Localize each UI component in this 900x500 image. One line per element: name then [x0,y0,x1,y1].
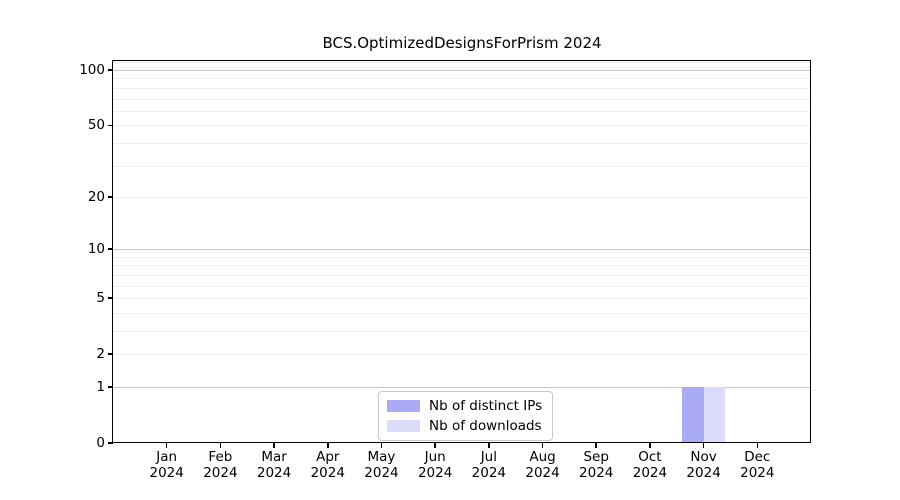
y-tick [108,297,113,299]
legend-item-downloads: Nb of downloads [387,418,542,434]
y-tick-label: 2 [96,346,105,363]
y-gridline-minor [113,142,811,144]
legend-item-distinct-ips: Nb of distinct IPs [387,398,542,414]
y-tick-label: 1 [96,378,105,395]
x-tick-label: Jan 2024 [149,449,184,481]
y-gridline-minor [113,274,811,276]
x-tick [488,443,490,448]
y-gridline-minor [113,196,811,198]
y-tick [108,124,113,127]
y-gridline-minor [113,78,811,80]
y-tick [108,353,113,355]
y-gridline-minor [113,62,811,64]
y-gridline-minor [113,298,811,300]
y-tick-label: 20 [87,188,105,205]
y-tick-label: 50 [87,117,105,134]
y-tick-label: 0 [96,435,105,451]
plot-area-border [112,60,811,443]
y-gridline-minor [113,330,811,332]
x-tick-label: Jul 2024 [471,449,507,481]
x-tick [595,443,597,448]
x-tick-label: Oct 2024 [632,449,668,481]
y-gridline-major [113,249,811,251]
x-tick-label: Feb 2024 [203,449,238,481]
x-tick [219,443,222,448]
y-tick [108,196,113,198]
x-tick-label: Sep 2024 [579,449,614,481]
x-tick [273,443,275,448]
x-tick [702,443,705,448]
y-gridline-minor [113,125,811,127]
y-tick-label: 10 [87,241,105,258]
y-gridline-minor [113,265,811,267]
y-gridline-minor [113,87,811,89]
y-tick-label: 5 [96,290,105,307]
chart-title: BCS.OptimizedDesignsForPrism 2024 [322,34,602,52]
x-tick [327,443,329,448]
y-tick [108,386,113,388]
legend: Nb of distinct IPs Nb of downloads [378,391,554,441]
legend-swatch-downloads [387,420,420,432]
y-gridline-major [113,386,811,388]
y-tick [108,442,113,444]
x-tick-label: Jun 2024 [417,449,453,481]
y-tick [108,248,113,250]
y-gridline-minor [113,312,811,314]
x-tick [756,443,759,448]
x-tick-label: Dec 2024 [740,449,775,481]
x-tick-label: Aug 2024 [525,449,560,481]
y-gridline-minor [113,98,811,100]
y-gridline-minor [113,110,811,112]
y-tick [108,69,113,71]
x-tick-label: Apr 2024 [310,449,345,481]
x-tick [649,443,651,448]
y-gridline-minor [113,354,811,356]
legend-swatch-distinct-ips [387,400,420,412]
x-tick [434,443,436,448]
bar-nb-of-downloads [703,386,726,443]
legend-label-distinct-ips: Nb of distinct IPs [429,398,543,414]
y-gridline-minor [113,285,811,287]
y-tick-label: 100 [79,62,105,79]
x-tick-label: May 2024 [364,449,399,481]
y-gridline-minor [113,165,811,167]
y-gridline-major [113,70,811,72]
x-tick [541,443,544,448]
legend-label-downloads: Nb of downloads [429,418,542,434]
x-tick [165,443,168,448]
x-tick-label: Nov 2024 [686,449,721,481]
x-tick-label: Mar 2024 [256,449,292,481]
y-gridline-minor [113,256,811,258]
bar-nb-of-distinct-ips [682,386,704,443]
x-tick [380,443,383,448]
